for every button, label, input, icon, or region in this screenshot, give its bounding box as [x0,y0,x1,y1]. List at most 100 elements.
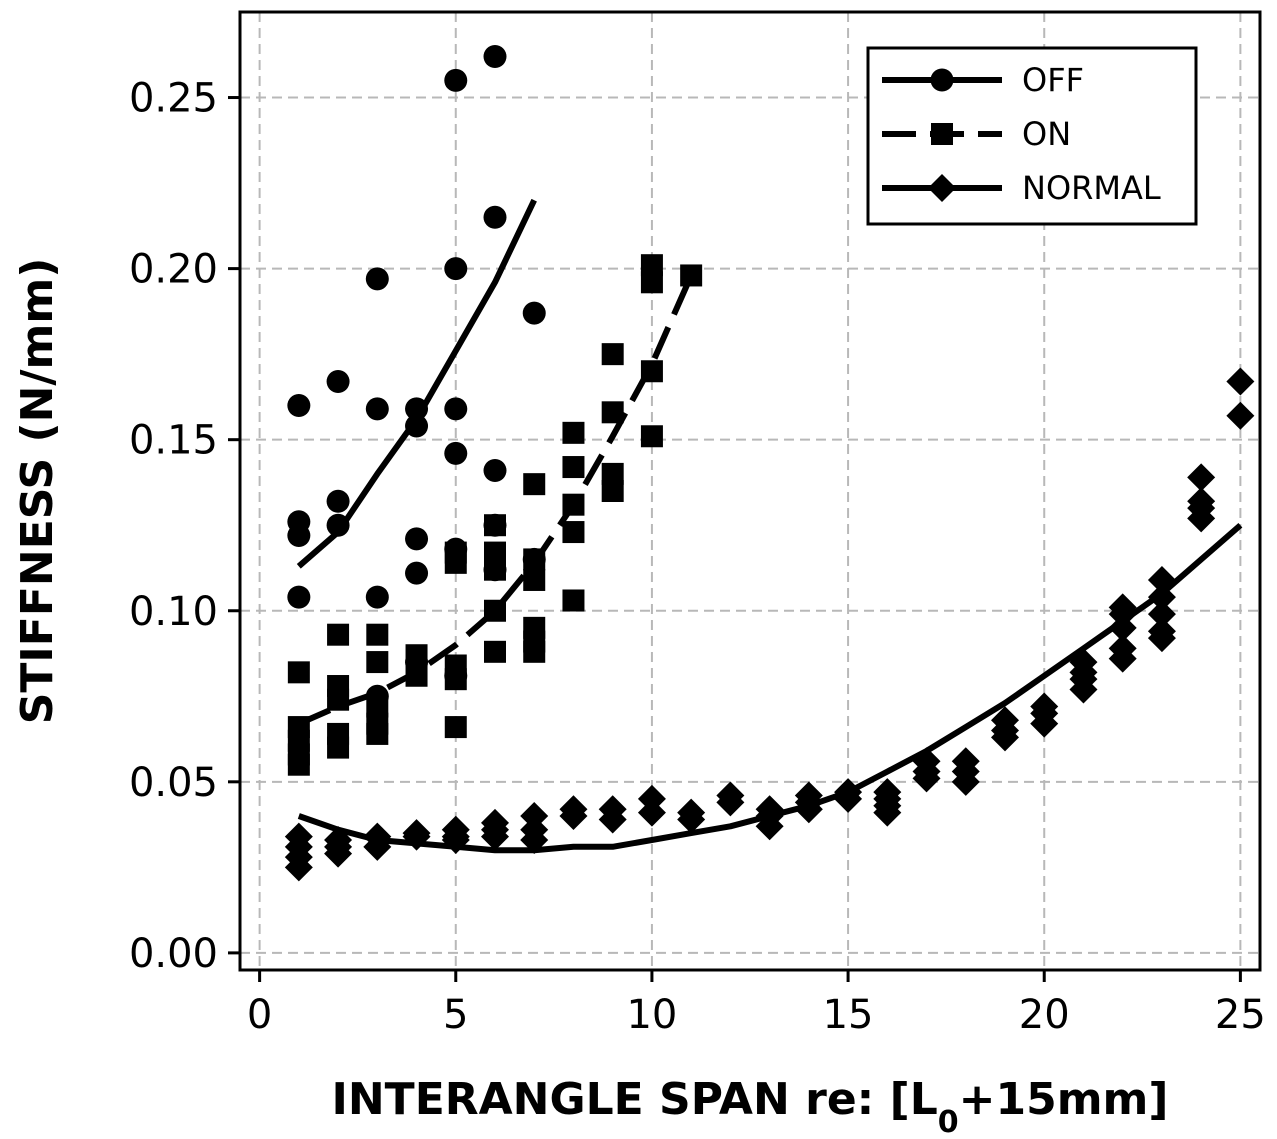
x-tick-label: 15 [823,992,874,1038]
legend-label-off: OFF [1022,61,1084,99]
data-point-off [522,301,546,325]
data-point-on [562,589,585,612]
data-point-normal [402,822,431,851]
data-point-on [640,254,663,277]
x-axis-title-subscript: 0 [938,1105,959,1139]
data-point-normal [991,723,1019,752]
data-point-on [484,514,506,537]
data-point-normal [1187,463,1216,492]
x-tick-label: 25 [1215,992,1266,1038]
data-point-normal [834,784,863,813]
legend-marker-off [930,68,954,92]
x-tick-label: 20 [1019,992,1070,1038]
data-point-on [640,271,663,294]
data-point-off [287,523,311,547]
grid-lines [240,12,1260,970]
data-point-off [483,44,507,68]
data-point-on [327,688,350,711]
data-point-on [640,425,663,448]
data-point-normal [1108,644,1137,673]
data-point-normal [1187,504,1216,533]
data-point-on [444,551,467,574]
legend-item-on: ON [882,115,1071,153]
y-tick-label: 0.00 [129,931,218,977]
data-point-on [366,695,389,718]
data-point-on [366,722,389,745]
data-point-off [444,397,468,421]
data-point-normal [363,832,392,861]
data-point-normal [716,788,745,817]
data-point-normal [912,764,941,793]
legend-item-normal: NORMAL [882,169,1161,207]
plot-series [284,44,1255,882]
data-point-off [326,370,350,394]
axes: 0 5 10 15 20 25 0.00 0.05 0.10 0.15 0.20 0.25 [129,76,1266,1038]
data-point-normal [677,805,706,834]
data-point-normal [324,839,353,868]
data-point-on [562,521,585,544]
data-point-off [287,585,311,609]
y-tick-label: 0.05 [129,760,218,806]
fit-line-on [297,274,694,727]
legend-label-on: ON [1022,115,1071,153]
data-point-on [366,623,389,646]
data-point-on [562,493,585,516]
plot-frame [238,10,1262,972]
data-point-off [365,397,389,421]
data-point-on [680,264,703,287]
legend-marker-on [931,123,953,145]
x-axis-title-main: INTERANGLE SPAN re: [L [331,1074,937,1125]
data-point-normal [1030,709,1059,738]
data-point-off [483,205,507,229]
data-point-on [327,623,350,646]
legend-label-normal: NORMAL [1022,169,1161,207]
data-point-on [601,401,624,424]
data-point-on [484,541,506,564]
data-point-normal [951,767,980,796]
data-point-normal [637,798,666,827]
data-point-normal [794,795,823,824]
x-tick-label: 5 [443,992,468,1038]
data-point-on [562,456,585,479]
data-point-normal [520,825,549,854]
y-tick-label: 0.20 [129,247,218,293]
series-normal [284,367,1255,882]
data-point-on [640,360,663,383]
y-tick-label: 0.15 [129,418,218,464]
data-point-on [444,716,467,739]
data-point-on [484,599,506,622]
y-tick-label: 0.25 [129,76,218,122]
data-point-on [523,548,546,571]
data-point-off [405,397,429,421]
data-point-normal [598,805,627,834]
data-point-normal [559,802,588,831]
data-point-normal [873,798,902,827]
data-point-off [365,585,389,609]
x-axis-title: INTERANGLE SPAN re: [L0+15mm] [331,1074,1168,1139]
data-point-normal [1147,565,1176,594]
data-point-on [484,558,506,581]
data-point-off [483,458,507,482]
data-point-normal [1226,401,1255,430]
data-point-on [287,661,310,684]
data-point-normal [1069,675,1098,704]
data-point-on [601,480,624,502]
data-point-off [405,414,429,438]
data-point-on [484,640,506,663]
data-point-on [601,462,624,485]
data-point-off [444,68,468,92]
y-tick-label: 0.10 [129,589,218,635]
data-point-on [444,668,467,691]
data-point-on [523,568,546,591]
data-point-off [287,393,311,417]
data-point-normal [1226,367,1255,396]
x-tick-label: 0 [247,992,272,1038]
data-point-normal [1147,624,1176,653]
data-point-on [327,736,350,759]
data-point-normal [441,825,470,854]
data-point-normal [1108,613,1137,642]
data-point-off [444,441,468,465]
data-point-on [523,640,546,663]
legend-item-off: OFF [882,61,1084,99]
data-point-normal [1147,600,1176,629]
